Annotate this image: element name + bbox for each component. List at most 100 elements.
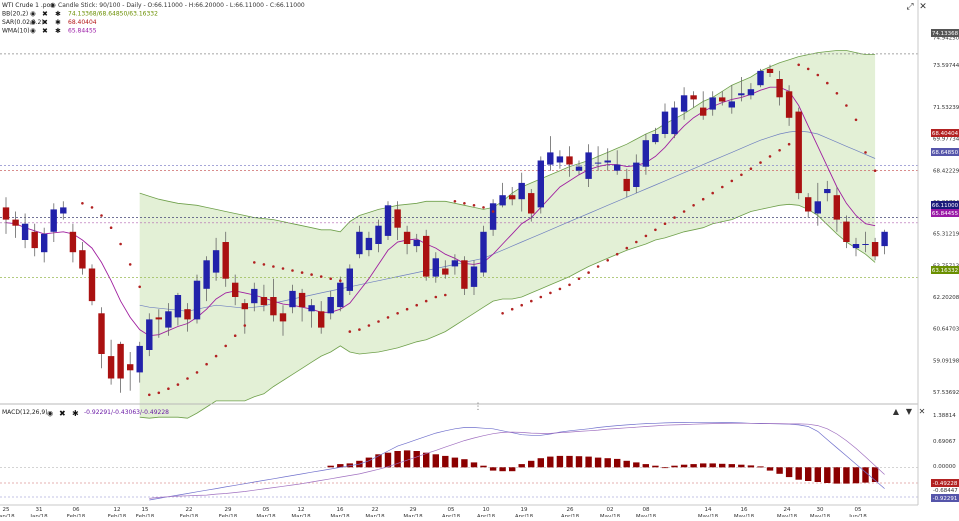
sar-dot (205, 362, 208, 366)
settings-icon[interactable]: ✱ (72, 409, 79, 418)
macd-histogram-bar (757, 466, 764, 468)
eye-icon: ◉ (30, 18, 36, 26)
candle (31, 223, 38, 257)
price-badge-bg (931, 209, 959, 217)
candle (260, 284, 268, 312)
x-day-label: 10 (483, 507, 490, 513)
candle-body (308, 305, 315, 312)
eye-icon: ◉ (30, 27, 36, 35)
y-tick-label: 60.64703 (933, 327, 959, 333)
panel-resize-handle[interactable]: ⋮ (474, 402, 483, 412)
legend-values: Candle Stick: 90/100 - Daily - O:66.1100… (58, 2, 305, 9)
candle (50, 203, 57, 242)
close-icon[interactable]: ✕ (919, 2, 927, 12)
candle-body (155, 317, 162, 320)
candle (308, 299, 315, 328)
candle-body (690, 95, 697, 100)
candle-body (50, 209, 57, 232)
sar-dot (396, 312, 399, 315)
sar-dot (577, 277, 581, 281)
move-up-icon[interactable]: ▲ (893, 407, 900, 416)
sar-dot (701, 197, 705, 201)
macd-histogram-bar (604, 458, 611, 468)
candle-body (547, 152, 554, 165)
candle-body (423, 235, 430, 277)
sar-dot (109, 226, 113, 229)
x-day-label: 06 (73, 507, 80, 513)
candle-body (566, 156, 573, 165)
candle (785, 85, 793, 126)
candle (423, 229, 430, 281)
y-tick-label: 65.31219 (933, 232, 959, 238)
candle (776, 70, 783, 106)
candle (747, 83, 755, 100)
candle-body (795, 111, 802, 194)
sar-dot (864, 151, 867, 154)
candle (98, 307, 105, 369)
sar-dot (272, 265, 275, 268)
settings-icon: ✱ (55, 19, 61, 27)
move-down-icon[interactable]: ▼ (906, 407, 913, 416)
x-day-label: 31 (36, 507, 43, 513)
candle (193, 274, 201, 324)
sar-dot (768, 155, 772, 158)
candle (499, 182, 506, 208)
candle-body (451, 260, 459, 267)
sar-dot (835, 92, 839, 95)
candle-body (117, 343, 124, 379)
sar-dot (339, 279, 342, 283)
candle (671, 101, 678, 139)
sar-dot (176, 383, 180, 386)
candle-body (98, 313, 105, 354)
legend-icons: ◉ ✖ ✱ (30, 10, 61, 19)
sar-dot (119, 242, 122, 246)
legend-icons: ◉ (50, 1, 56, 9)
macd-histogram-bar (413, 451, 420, 468)
candle (365, 231, 373, 257)
macd-histogram-bar (652, 465, 659, 468)
macd-histogram-bar (623, 460, 630, 468)
candle (614, 150, 621, 175)
sar-dot (816, 73, 820, 77)
sar-dot (797, 63, 800, 67)
candle-body (356, 231, 363, 255)
macd-y-tick-label: -0.68447 (933, 488, 958, 494)
candle (403, 225, 411, 255)
macd-histogram-bar (661, 467, 669, 469)
settings-icon: ✱ (55, 10, 61, 18)
candle (413, 233, 420, 253)
candle-body (136, 345, 143, 373)
candle (41, 227, 48, 263)
sar-dot (138, 285, 141, 289)
price-badge: 68.64850 (931, 148, 959, 156)
candle (60, 201, 67, 220)
sar-dot (721, 185, 724, 189)
candle-body (843, 221, 850, 242)
x-day-label: 30 (817, 507, 824, 513)
candle (470, 260, 478, 295)
expand-icon[interactable]: ⤢ (905, 2, 913, 12)
remove-icon[interactable]: ✖ (59, 409, 66, 418)
sar-dot (682, 210, 686, 213)
macd-histogram-bar (814, 467, 821, 482)
eye-icon[interactable]: ◉ (47, 410, 53, 418)
sar-dot (644, 234, 648, 238)
macd-histogram-bar (556, 455, 564, 468)
close-macd-icon[interactable]: ✕ (919, 407, 926, 416)
candle-body (79, 250, 86, 269)
sar-dot (740, 173, 743, 177)
sar-dot (854, 118, 858, 122)
macd-histogram-bar (375, 454, 382, 468)
candle-body (31, 231, 38, 249)
x-day-label: 25 (3, 507, 10, 513)
macd-label: MACD(12,26,9) (2, 409, 48, 416)
sar-dot (358, 328, 361, 331)
legend-name: SAR(0.02,0.2) (2, 19, 44, 26)
sar-dot (444, 293, 447, 297)
candle (451, 254, 459, 275)
sar-dot (482, 206, 485, 209)
macd-histogram-bar (509, 467, 516, 472)
candle-body (633, 162, 640, 187)
macd-histogram-bar (785, 467, 793, 478)
candle-body (375, 225, 382, 244)
